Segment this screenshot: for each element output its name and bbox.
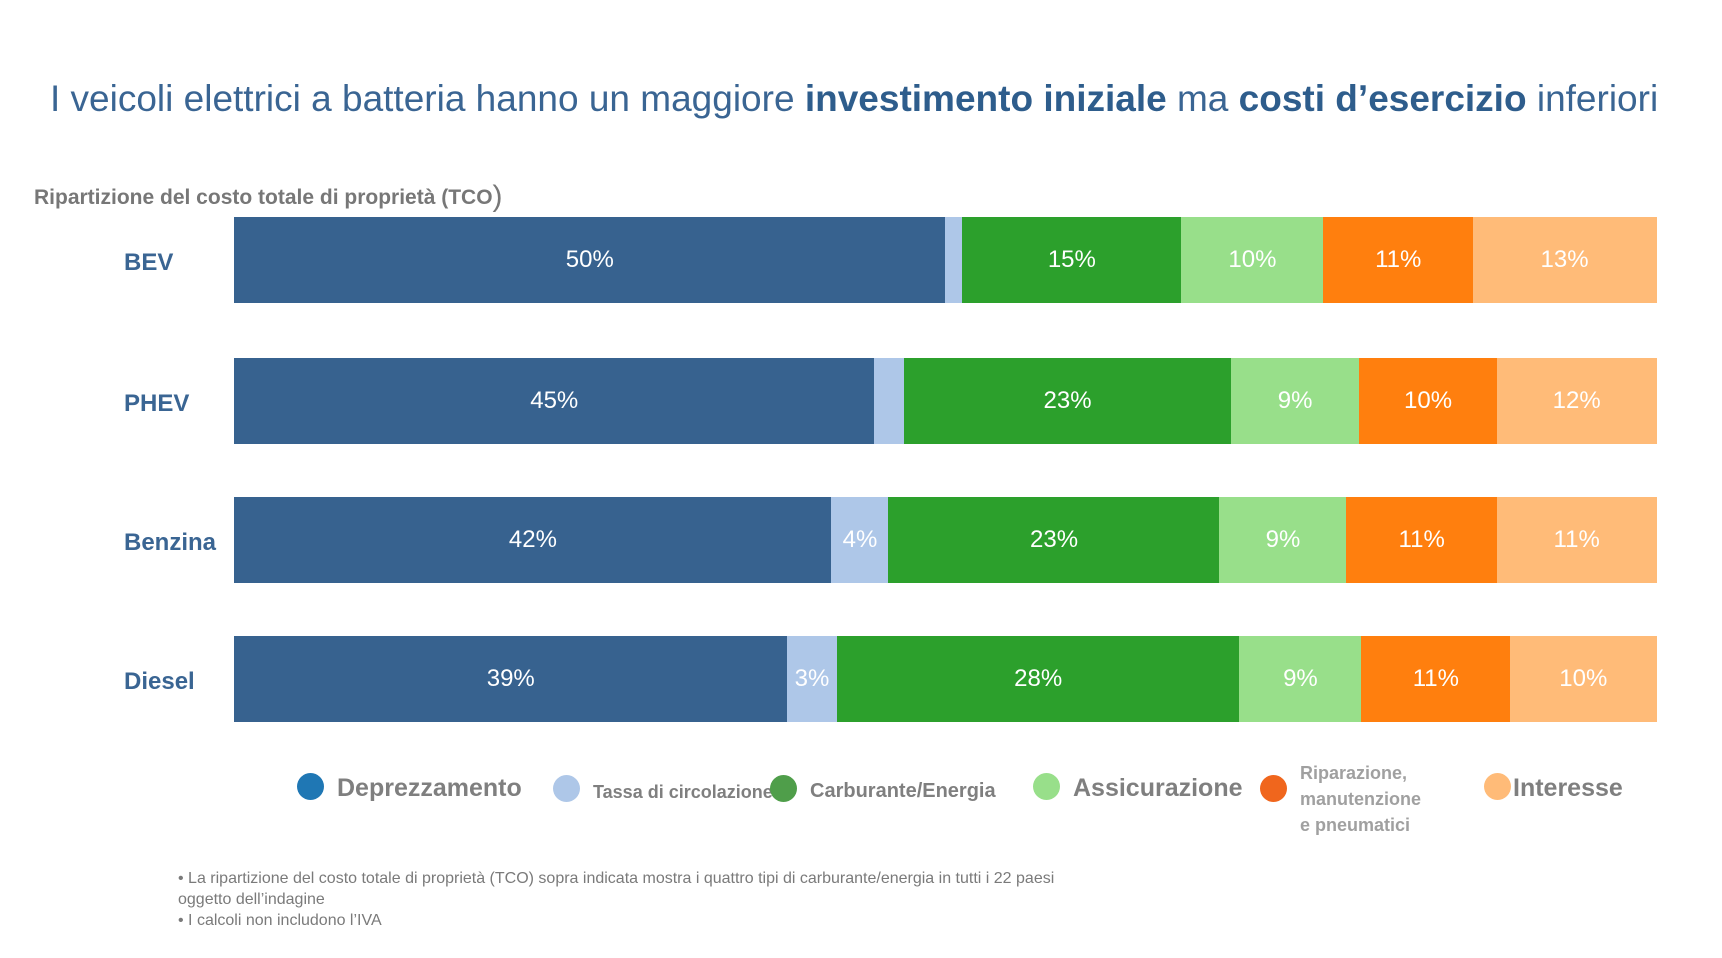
footnote-line: • La ripartizione del costo totale di pr… bbox=[178, 870, 1055, 887]
seg-carburante: 23% bbox=[903, 358, 1232, 444]
legend-dot bbox=[1484, 773, 1511, 800]
seg-assicurazione: 10% bbox=[1181, 217, 1324, 303]
subtitle-text: Ripartizione del costo totale di proprie… bbox=[34, 186, 493, 209]
seg-tassa bbox=[873, 358, 905, 444]
footnote-line: oggetto dell’indagine bbox=[178, 891, 325, 908]
seg-carburante: 15% bbox=[962, 217, 1182, 303]
data-label: 50% bbox=[565, 246, 614, 273]
seg-deprezzamento: 42% bbox=[234, 497, 832, 583]
legend-dot bbox=[770, 775, 797, 802]
legend-item-carburante: Carburante/Energia bbox=[770, 775, 996, 806]
page-title: I veicoli elettrici a batteria hanno un … bbox=[50, 78, 1710, 120]
seg-tassa: 4% bbox=[831, 497, 889, 583]
data-label: 9% bbox=[1283, 665, 1318, 692]
seg-tassa bbox=[945, 217, 963, 303]
data-label: 23% bbox=[1043, 387, 1092, 414]
legend-label: Tassa di circolazione bbox=[593, 782, 773, 802]
legend-label-line: manutenzione bbox=[1300, 789, 1422, 809]
data-label: 10% bbox=[1404, 387, 1453, 414]
seg-assicurazione: 9% bbox=[1239, 636, 1362, 722]
category-label: Benzina bbox=[124, 529, 217, 556]
data-label: 9% bbox=[1277, 387, 1313, 414]
legend-item-assicurazione: Assicurazione bbox=[1033, 773, 1243, 803]
seg-interesse: 10% bbox=[1509, 636, 1657, 722]
footnote-line: • I calcoli non includono l’IVA bbox=[178, 912, 382, 929]
legend-item-tassa: Tassa di circolazione bbox=[553, 775, 773, 807]
stacked-bar: 39% 3% 28% 9% 11% 10% bbox=[234, 636, 1657, 722]
seg-carburante: 23% bbox=[888, 497, 1221, 583]
seg-interesse: 13% bbox=[1472, 217, 1657, 303]
data-label: 42% bbox=[508, 526, 557, 553]
seg-riparazione: 11% bbox=[1323, 217, 1474, 303]
stacked-bar: 50% 15% 10% 11% 13% bbox=[234, 217, 1657, 303]
data-label: 4% bbox=[842, 526, 878, 553]
title-text: ma bbox=[1166, 78, 1239, 119]
legend-label: Deprezzamento bbox=[337, 774, 522, 802]
seg-assicurazione: 9% bbox=[1230, 358, 1360, 444]
legend-dot bbox=[553, 775, 580, 802]
title-text: inferiori bbox=[1526, 78, 1659, 119]
seg-riparazione: 11% bbox=[1346, 497, 1498, 583]
legend-item-riparazione: Riparazione, manutenzione e pneumatici bbox=[1260, 760, 1421, 838]
data-label: 9% bbox=[1265, 526, 1301, 553]
seg-interesse: 12% bbox=[1496, 358, 1657, 444]
seg-interesse: 11% bbox=[1496, 497, 1657, 583]
legend-label: Assicurazione bbox=[1073, 774, 1243, 802]
legend-dot bbox=[1260, 775, 1287, 802]
legend-label: Riparazione, manutenzione e pneumatici bbox=[1300, 760, 1421, 838]
category-label: PHEV bbox=[124, 390, 190, 417]
category-label: BEV bbox=[124, 249, 174, 276]
title-emphasis-investment: investimento iniziale bbox=[804, 78, 1167, 119]
data-label: 10% bbox=[1228, 246, 1277, 273]
legend-label: Carburante/Energia bbox=[810, 780, 996, 802]
title-emphasis-running-costs: costi d’esercizio bbox=[1238, 78, 1527, 119]
data-label: 13% bbox=[1540, 246, 1589, 273]
seg-deprezzamento: 39% bbox=[234, 636, 788, 722]
subtitle-paren: ) bbox=[492, 180, 503, 213]
seg-riparazione: 10% bbox=[1358, 358, 1498, 444]
data-label: 15% bbox=[1047, 246, 1096, 273]
category-label: Diesel bbox=[124, 668, 195, 695]
data-label: 28% bbox=[1014, 665, 1063, 692]
seg-tassa: 3% bbox=[786, 636, 838, 722]
stacked-bar: 42% 4% 23% 9% 11% 11% bbox=[234, 497, 1657, 583]
legend-label: Interesse bbox=[1513, 774, 1623, 802]
legend-label-line: Riparazione, bbox=[1300, 763, 1408, 783]
seg-deprezzamento: 45% bbox=[234, 358, 875, 444]
chart-subtitle: Ripartizione del costo totale di proprie… bbox=[34, 180, 503, 214]
data-label: 23% bbox=[1030, 526, 1079, 553]
legend-item-deprezzamento: Deprezzamento bbox=[297, 773, 522, 803]
data-label: 11% bbox=[1553, 526, 1600, 553]
title-text: I veicoli elettrici a batteria hanno un … bbox=[50, 78, 805, 119]
data-label: 3% bbox=[794, 665, 830, 692]
stacked-bar: 45% 23% 9% 10% 12% bbox=[234, 358, 1657, 444]
data-label: 45% bbox=[530, 387, 579, 414]
legend-label-line: e pneumatici bbox=[1300, 815, 1411, 835]
seg-assicurazione: 9% bbox=[1219, 497, 1347, 583]
legend-dot bbox=[1033, 773, 1060, 800]
data-label: 11% bbox=[1375, 246, 1422, 273]
legend-item-interesse: Interesse bbox=[1484, 773, 1623, 803]
footnotes: • La ripartizione del costo totale di pr… bbox=[178, 868, 1178, 931]
data-label: 11% bbox=[1412, 665, 1459, 692]
data-label: 10% bbox=[1559, 665, 1608, 692]
legend-dot bbox=[297, 773, 324, 800]
seg-carburante: 28% bbox=[836, 636, 1240, 722]
data-label: 12% bbox=[1552, 387, 1601, 414]
data-label: 11% bbox=[1398, 526, 1445, 553]
data-label: 39% bbox=[486, 665, 535, 692]
seg-riparazione: 11% bbox=[1361, 636, 1511, 722]
seg-deprezzamento: 50% bbox=[234, 217, 946, 303]
